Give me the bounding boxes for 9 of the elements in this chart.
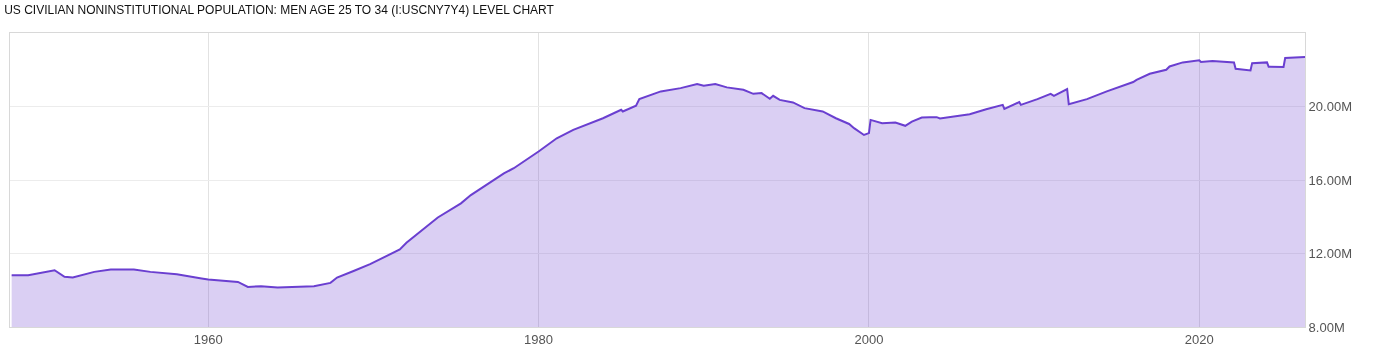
y-tick-label: 20.00M [1308,99,1352,115]
y-tick-label: 8.00M [1308,319,1345,335]
x-tick-label: 1980 [524,331,554,347]
y-tick-label: 12.00M [1308,246,1352,262]
x-tick-label: 2000 [854,331,884,347]
chart-title: US CIVILIAN NONINSTITUTIONAL POPULATION: MEN AGE 25 TO 34 (I:USCNY7Y4) LEVEL CHART [4,2,555,17]
y-tick-label: 16.00M [1308,172,1352,188]
x-tick-label: 1960 [193,331,223,347]
x-tick-label: 2020 [1184,331,1214,347]
